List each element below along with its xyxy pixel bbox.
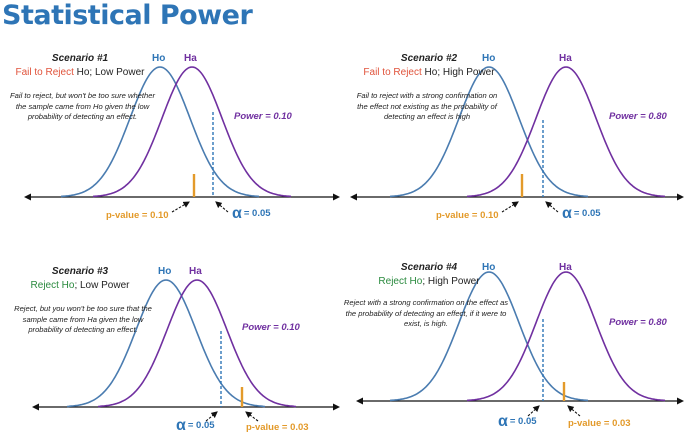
ha-curve <box>466 271 666 402</box>
ho-curve <box>389 271 589 402</box>
scenario-1-panel: Scenario #1 Fail to Reject Ho; Low Power… <box>0 40 344 240</box>
scenario-2-plot <box>350 66 684 213</box>
ha-label: Ha <box>559 262 572 273</box>
verdict-detail: Ho; High Power <box>421 67 495 78</box>
alpha-pointer <box>215 201 229 213</box>
ho-curve <box>389 66 589 198</box>
power-label: Power = 0.10 <box>242 322 300 333</box>
ho-label: Ho <box>152 53 166 64</box>
power-label: Power = 0.80 <box>609 111 667 122</box>
ha-label: Ha <box>559 53 572 64</box>
ha-label: Ha <box>184 53 197 64</box>
scenario-3-panel: Scenario #3 Reject Ho; Low Power Reject,… <box>0 239 344 439</box>
page-title: Statistical Power <box>2 0 253 31</box>
ho-label: Ho <box>482 262 496 273</box>
alpha-symbol: α <box>562 205 572 222</box>
scenario-1-plot <box>24 66 340 213</box>
p-value-label: p-value = 0.03 <box>246 422 309 433</box>
x-axis-left-arrowhead <box>32 403 39 411</box>
p-value-pointer <box>501 201 519 213</box>
ha-label: Ha <box>189 266 202 277</box>
alpha-pointer <box>545 201 559 213</box>
scenario-2-panel: Scenario #2 Fail to Reject Ho; High Powe… <box>344 40 688 240</box>
x-axis-left-arrowhead <box>24 193 31 201</box>
alpha-label: α = 0.05 <box>176 417 215 435</box>
ho-curve <box>66 279 266 408</box>
verdict-detail: ; High Power <box>422 276 480 287</box>
ho-curve <box>60 66 260 198</box>
alpha-pointer <box>205 411 218 422</box>
verdict-decision: Reject Ho <box>378 276 423 287</box>
p-value-pointer <box>171 201 190 213</box>
alpha-value: = 0.05 <box>509 416 537 427</box>
verdict-detail: ; Low Power <box>74 280 130 291</box>
x-axis-left-arrowhead <box>350 193 357 201</box>
alpha-label: α = 0.05 <box>498 413 537 431</box>
ho-label: Ho <box>158 266 172 277</box>
alpha-value: = 0.05 <box>573 208 601 219</box>
p-value-label: p-value = 0.03 <box>568 418 631 429</box>
verdict-decision: Reject Ho <box>30 280 75 291</box>
scenario-verdict: Fail to Reject Ho; High Power <box>344 67 514 78</box>
scenario-description: Fail to reject with a strong confirmatio… <box>356 91 498 121</box>
scenario-description: Reject, but you won't be too sure that t… <box>14 304 152 334</box>
p-value-label: p-value = 0.10 <box>436 210 499 221</box>
ha-curve <box>97 279 297 408</box>
p-value-label: p-value = 0.10 <box>106 210 169 221</box>
alpha-symbol: α <box>498 413 508 430</box>
power-label: Power = 0.80 <box>609 317 667 328</box>
verdict-detail: Ho; Low Power <box>73 67 145 78</box>
ha-curve <box>92 66 292 198</box>
scenario-name: Scenario #2 <box>400 53 458 64</box>
alpha-label: α = 0.05 <box>232 205 271 223</box>
alpha-pointer <box>527 405 540 417</box>
x-axis-right-arrowhead <box>333 403 340 411</box>
x-axis-right-arrowhead <box>677 397 684 405</box>
scenario-verdict: Fail to Reject Ho; Low Power <box>0 67 160 78</box>
p-value-pointer <box>567 405 581 417</box>
scenario-4-panel: Scenario #4 Reject Ho; High Power Reject… <box>344 239 688 439</box>
alpha-value: = 0.05 <box>187 420 215 431</box>
ho-label: Ho <box>482 53 496 64</box>
x-axis-right-arrowhead <box>677 193 684 201</box>
alpha-symbol: α <box>232 205 242 222</box>
scenario-description: Fail to reject, but won't be too sure wh… <box>10 91 155 121</box>
alpha-symbol: α <box>176 417 186 434</box>
scenario-name: Scenario #4 <box>400 262 458 273</box>
ha-curve <box>466 66 666 198</box>
alpha-label: α = 0.05 <box>562 205 601 223</box>
verdict-decision: Fail to Reject <box>15 67 74 78</box>
verdict-decision: Fail to Reject <box>363 67 422 78</box>
scenario-verdict: Reject Ho; Low Power <box>5 280 155 291</box>
x-axis-left-arrowhead <box>356 397 363 405</box>
scenario-verdict: Reject Ho; High Power <box>344 276 514 287</box>
scenario-name: Scenario #3 <box>51 266 109 277</box>
scenario-4-plot <box>356 271 684 417</box>
p-value-pointer <box>245 411 259 422</box>
x-axis-right-arrowhead <box>333 193 340 201</box>
scenario-name: Scenario #1 <box>51 53 109 64</box>
scenario-description: Reject with a strong confirmation on the… <box>343 298 509 328</box>
power-label: Power = 0.10 <box>234 111 292 122</box>
scenario-3-plot <box>32 279 340 422</box>
alpha-value: = 0.05 <box>243 208 271 219</box>
